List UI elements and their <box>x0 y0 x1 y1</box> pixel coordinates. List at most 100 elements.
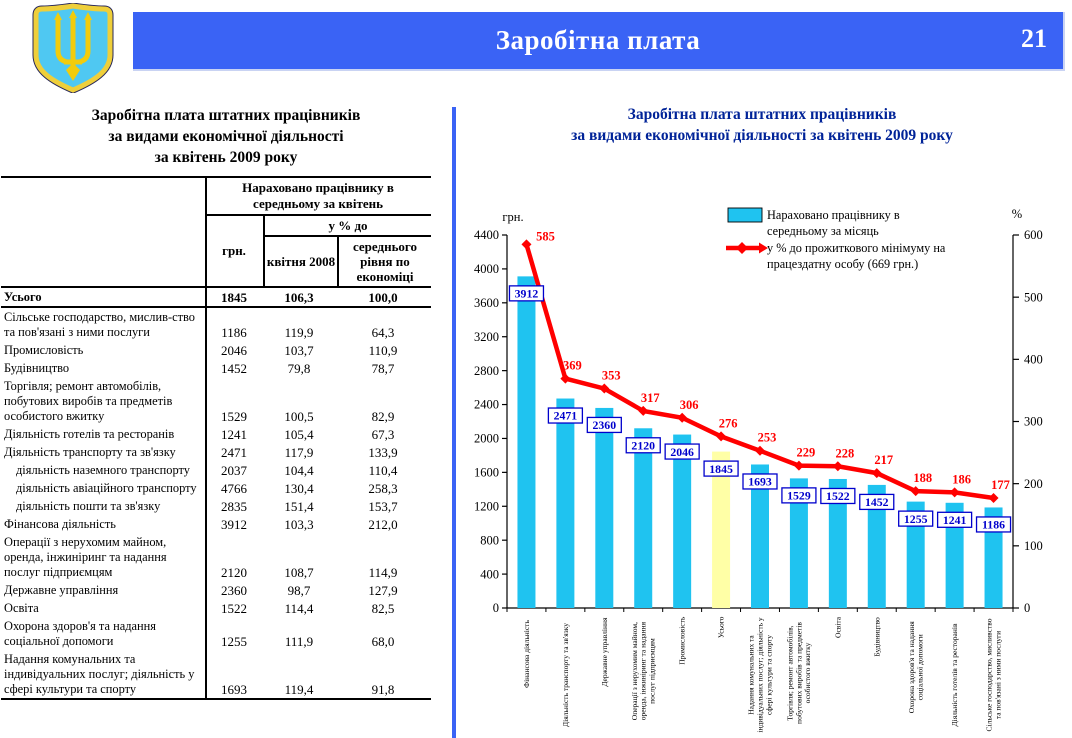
line-point-label: 317 <box>641 391 660 405</box>
bar-total-highlight <box>712 451 731 608</box>
bar-value-label: 1693 <box>748 475 772 489</box>
line-marker-diamond <box>793 460 804 471</box>
wages-bar-line-chart: 0400800120016002000240028003200360040004… <box>474 207 1043 733</box>
legend-bar-swatch <box>727 207 763 223</box>
table-row: Операції з нерухомим майном, оренда, інж… <box>1 533 431 581</box>
line-marker-diamond <box>560 373 571 384</box>
table-body: Усього 1845 106,3 100,0 Сільське господарств… <box>1 288 431 698</box>
bar-value-label-box <box>859 493 895 511</box>
legend-bar-label: Нараховано працівнику в <box>767 208 900 222</box>
row-pct-avg-value: 110,4 <box>368 463 398 478</box>
bar-value-label: 1452 <box>865 495 889 509</box>
x-category-label: Фінансова діяльність <box>522 620 531 688</box>
row-activity-name: Освіта <box>4 601 39 615</box>
bar <box>906 501 925 608</box>
row-uah-value: 1186 <box>221 325 247 340</box>
line-point-label: 253 <box>758 431 777 445</box>
row-pct-apr2008-value: 119,9 <box>284 325 314 340</box>
bar <box>634 428 653 608</box>
legend-bar-label: середньому за місяць <box>767 224 879 238</box>
table-row: Фінансова діяльність 3912 103,3 212,0 <box>1 515 431 533</box>
row-pct-apr2008-value: 108,7 <box>284 565 314 580</box>
right-axis-tick-label: 200 <box>1024 477 1043 491</box>
row-uah-value: 2360 <box>221 583 247 598</box>
table-row: Державне управління 2360 98,7 127,9 <box>1 581 431 599</box>
bar-value-label: 1186 <box>982 518 1005 532</box>
bar-value-label-box <box>936 511 973 528</box>
bar <box>789 478 808 608</box>
row-pct-avg-value: 78,7 <box>371 361 395 376</box>
row-pct-apr2008-value: 119,4 <box>284 682 314 697</box>
left-axis-tick-label: 1200 <box>474 499 499 513</box>
table-title-line-1: Заробітна плата штатних працівників <box>91 107 361 124</box>
percent-group-header: у % до <box>265 216 431 237</box>
row-pct-apr2008-value: 98,7 <box>287 583 311 598</box>
bar-value-label-box <box>586 416 622 434</box>
panel-divider <box>452 107 456 738</box>
table-title-line-3: за квітень 2009 року <box>154 149 298 166</box>
table-row: Діяльність готелів та ресторанів 1241 105,… <box>1 425 431 443</box>
row-pct-avg-value: 258,3 <box>368 481 398 496</box>
x-category-label: Операції з нерухомим майном, <box>630 622 639 720</box>
left-axis-tick-label: 3600 <box>474 296 499 310</box>
bar-value-label: 2046 <box>670 445 694 459</box>
row-activity-name: діяльність пошти та зв'язку <box>16 499 161 513</box>
row-pct-apr2008-value: 103,3 <box>284 517 314 532</box>
x-category-label: оренда, інжиніринг та надання <box>639 621 648 720</box>
table-title-line-2: за видами економічної діяльності <box>108 128 344 145</box>
line-point-label: 188 <box>913 471 932 485</box>
x-category-label: Промисловість <box>678 616 687 665</box>
table-row: Промисловість 2046 103,7 110,9 <box>1 341 431 359</box>
row-pct-apr2008-value: 79,8 <box>287 361 311 376</box>
row-uah-value: 1255 <box>221 634 247 649</box>
bar-value-label-box <box>664 443 700 460</box>
trident-icon <box>55 17 91 69</box>
ukraine-coat-of-arms-icon <box>32 3 114 93</box>
table-row: Надання комунальних та індивідуальних по… <box>1 650 431 698</box>
bar-value-label-box <box>781 487 817 504</box>
table-row: Діяльність транспорту та зв'язку 2471 117,… <box>1 443 431 461</box>
row-uah-value: 4766 <box>221 481 247 496</box>
x-category-label: Державне управління <box>600 617 609 687</box>
bar <box>828 478 847 608</box>
right-axis-tick-label: 0 <box>1024 601 1030 615</box>
row-pct-apr2008-value: 100,5 <box>284 409 314 424</box>
x-category-label: індивідуальних послуг; діяльність у <box>756 617 765 733</box>
x-category-label: послуг підприємцям <box>648 638 657 704</box>
line-point-label: 186 <box>952 472 971 486</box>
row-uah-value: 1845 <box>221 290 247 305</box>
trident-tips <box>54 10 92 81</box>
left-axis-title: грн. <box>502 210 523 224</box>
row-activity-name: Сільське господарство, мислив-ство та по… <box>4 310 195 339</box>
row-pct-avg-value: 68,0 <box>371 634 395 649</box>
table-row: Освіта 1522 114,4 82,5 <box>1 599 431 617</box>
bar <box>517 276 536 608</box>
x-category-label: Будівництво <box>872 617 881 657</box>
activity-column-header <box>1 178 205 286</box>
line-marker-diamond <box>521 239 532 250</box>
wages-table: Нараховано працівнику в середньому за кв… <box>1 176 431 700</box>
line-marker-diamond <box>599 383 610 394</box>
bar <box>556 398 575 608</box>
x-category-label: Діяльність готелів та ресторанів <box>950 623 959 726</box>
row-activity-name: діяльність наземного транспорту <box>16 463 190 477</box>
bar-value-label: 1255 <box>904 512 928 526</box>
bar-value-label: 1529 <box>787 489 811 503</box>
row-pct-avg-value: 82,5 <box>371 601 395 616</box>
x-category-label: Торгівля; ремонт автомобілів, <box>786 625 795 720</box>
bar-value-label: 3912 <box>515 287 539 301</box>
row-pct-avg-value: 82,9 <box>371 409 395 424</box>
row-activity-name: Діяльність готелів та ресторанів <box>4 427 175 441</box>
bar-value-label-box <box>703 460 739 477</box>
row-uah-value: 2046 <box>221 343 247 358</box>
apr2008-column-header: квітня 2008 <box>265 237 339 286</box>
bar <box>867 484 886 608</box>
row-activity-name: Діяльність транспорту та зв'язку <box>4 445 176 459</box>
row-pct-avg-value: 133,9 <box>368 445 398 460</box>
chart-title: Заробітна плата штатних працівників за в… <box>455 104 1069 146</box>
table-row: Будівництво 1452 79,8 78,7 <box>1 359 431 377</box>
row-uah-value: 3912 <box>221 517 247 532</box>
bar-value-label-box <box>820 487 856 505</box>
line-marker-diamond <box>910 486 921 497</box>
x-category-label: особистого вжитку <box>803 642 812 703</box>
